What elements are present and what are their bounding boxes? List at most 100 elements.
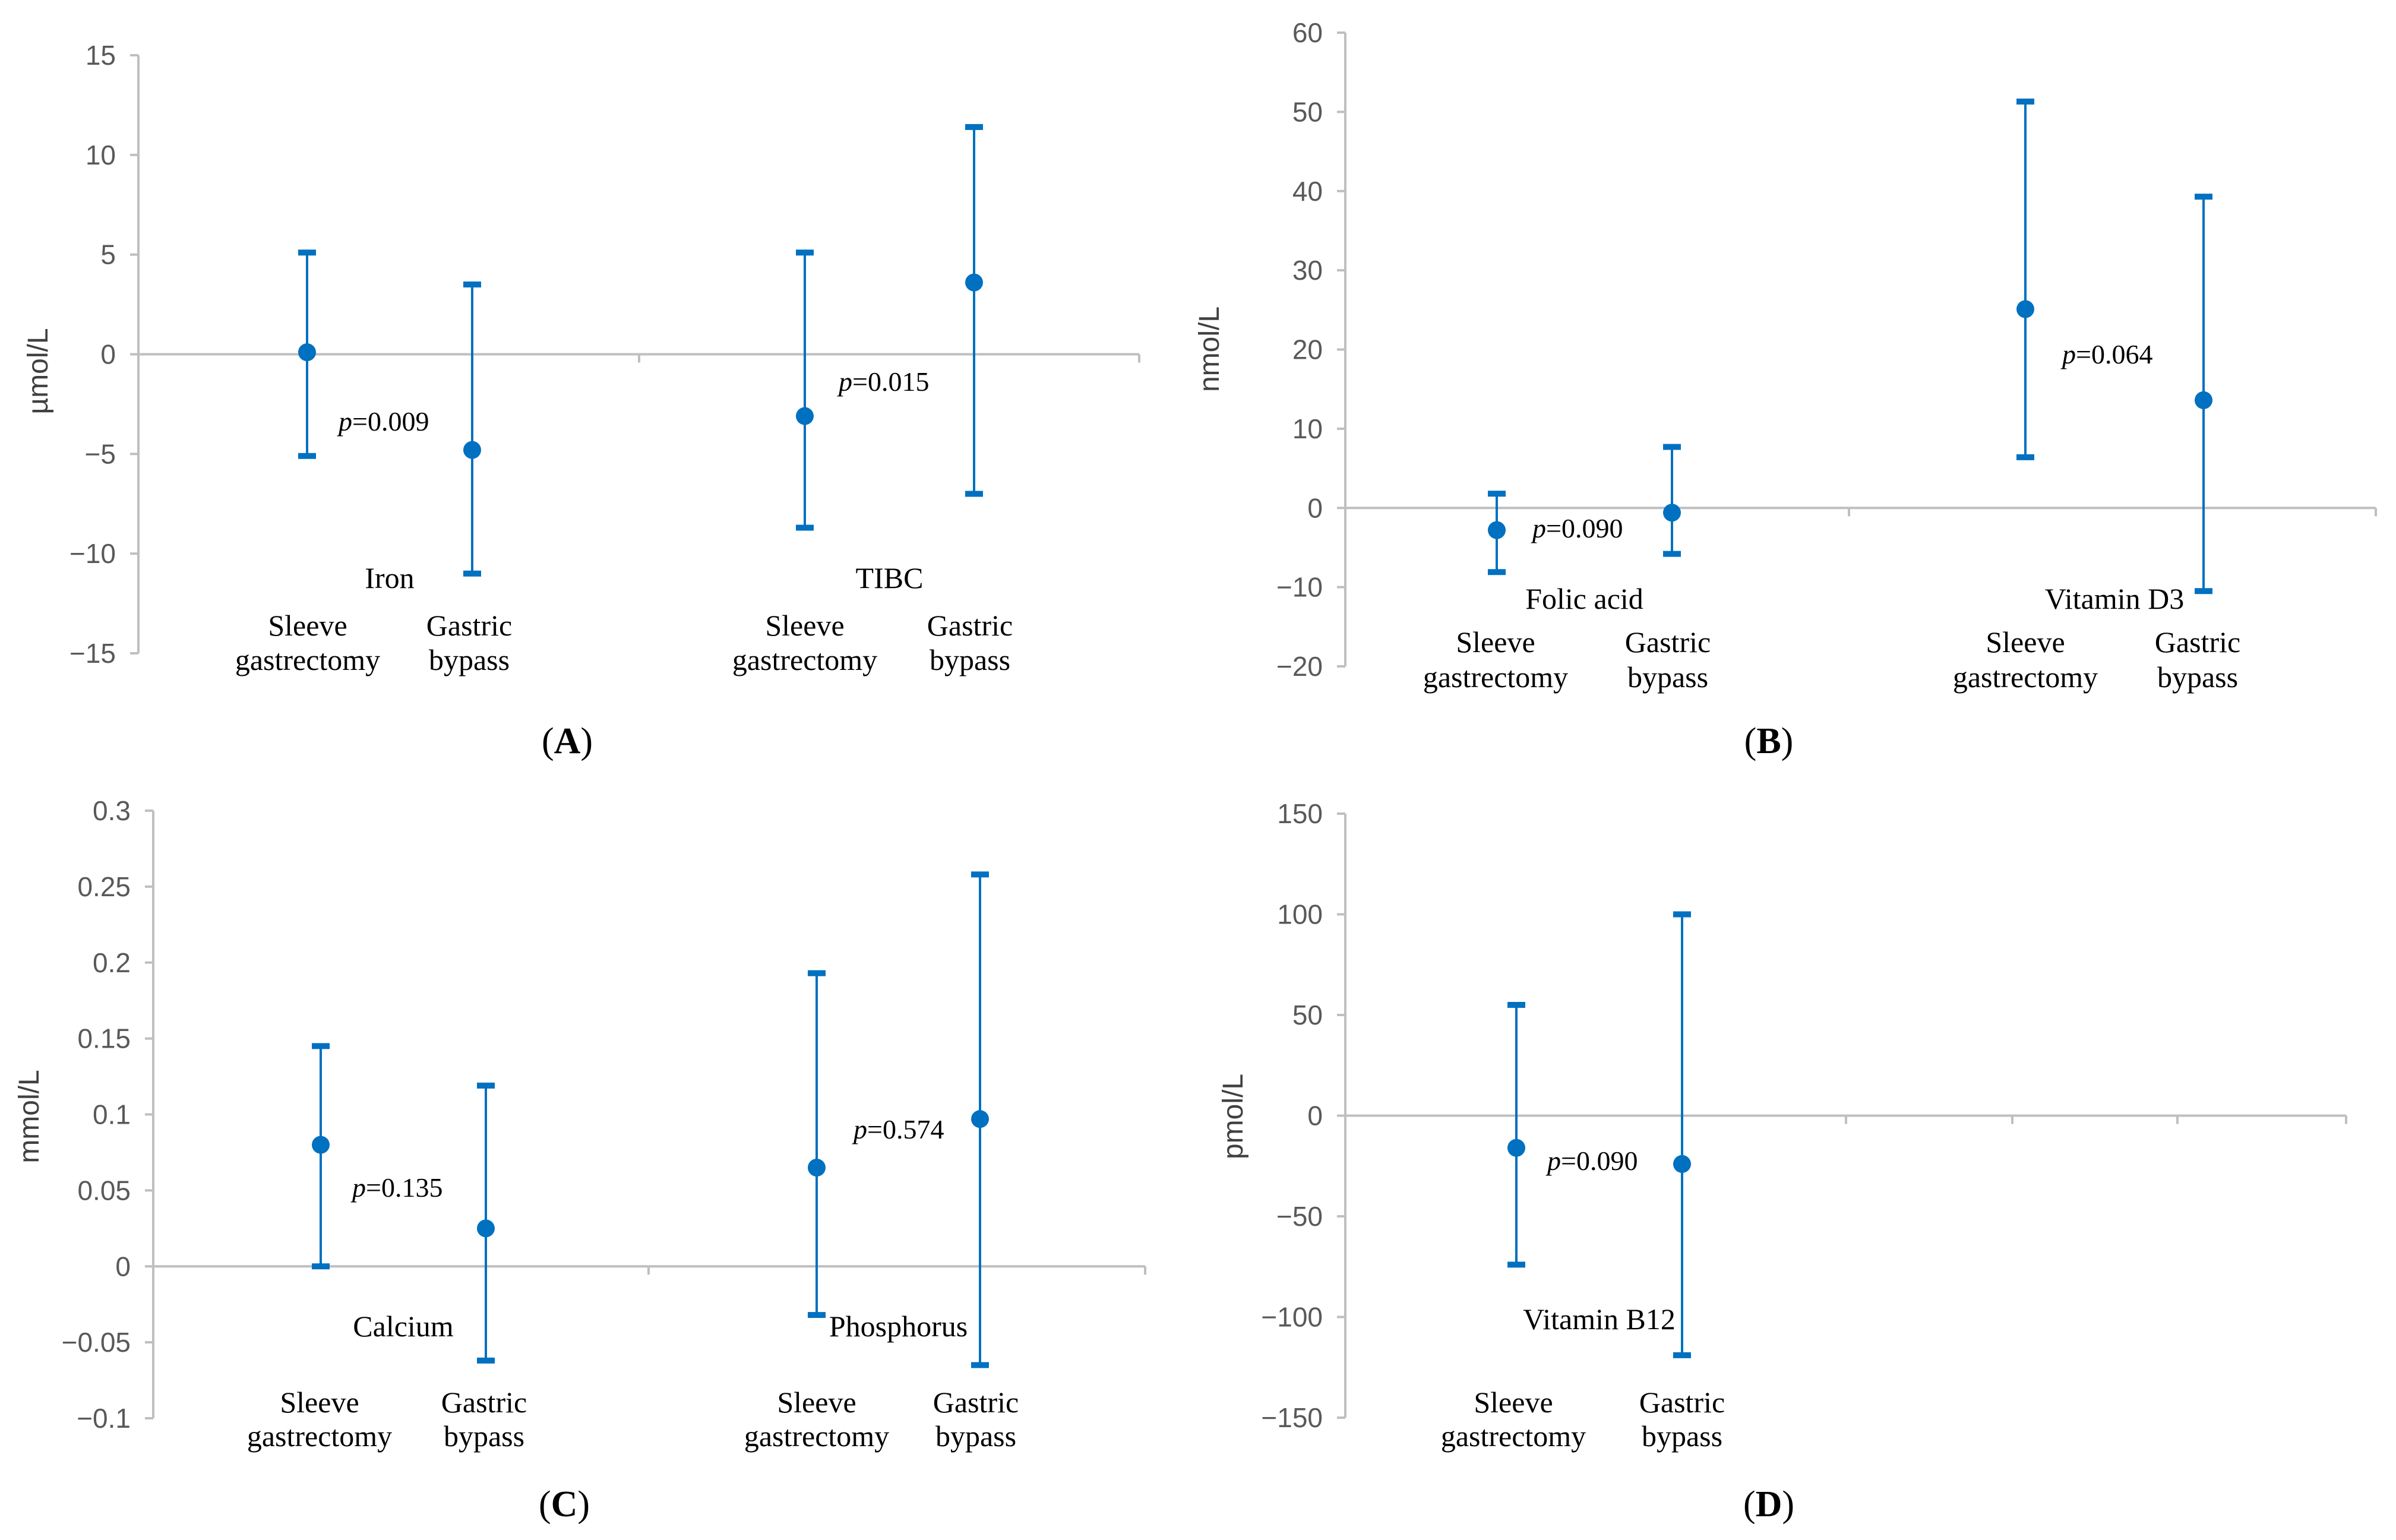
panel-label: (A) [542,721,593,761]
y-tick-label: −15 [69,638,116,669]
y-tick-label: −5 [85,438,116,469]
category-label: gastrectomy [1441,1419,1586,1453]
y-tick-label: 0 [115,1251,131,1282]
y-tick-label: 0.1 [93,1099,131,1130]
category-label: Gastric [927,609,1013,642]
group-name-label: Phosphorus [829,1310,968,1343]
y-tick-label: 20 [1292,334,1323,365]
category-label: gastrectomy [744,1419,889,1453]
p-value-label: p=0.015 [837,366,929,397]
p-value-label: p=0.090 [1531,513,1623,543]
y-tick-label: −100 [1261,1302,1323,1333]
y-axis-label: mmol/L [14,1070,45,1163]
mean-point [796,407,814,425]
mean-point [312,1136,330,1154]
category-label: Sleeve [765,609,844,642]
y-tick-label: 15 [86,40,116,71]
panel-label: (C) [539,1484,590,1525]
p-value-label: p=0.135 [350,1172,442,1203]
group-name-label: TIBC [856,561,924,595]
mean-point [965,273,983,292]
category-label: gastrectomy [247,1419,392,1453]
category-label: Sleeve [1986,625,2065,659]
panel-label: (D) [1743,1484,1794,1525]
y-tick-label: 150 [1277,798,1323,829]
mean-point [2016,300,2034,318]
category-label: Sleeve [777,1386,856,1419]
category-label: gastrectomy [732,643,877,676]
category-label: Gastric [441,1386,527,1419]
y-tick-label: −0.05 [62,1327,131,1358]
category-label: gastrectomy [1423,660,1568,694]
category-label: gastrectomy [235,643,380,676]
group-name-label: Folic acid [1525,582,1643,615]
mean-point [1663,504,1681,522]
group-name-label: Vitamin D3 [2045,582,2184,615]
p-value-label: p=0.090 [1545,1146,1638,1176]
y-tick-label: 100 [1277,899,1323,930]
category-label: bypass [1627,660,1708,694]
p-value-label: p=0.574 [852,1114,944,1144]
category-label: Sleeve [280,1386,359,1419]
p-value-label: p=0.064 [2060,339,2152,369]
category-label: Sleeve [1474,1386,1553,1419]
y-tick-label: −50 [1276,1201,1323,1232]
category-label: bypass [429,643,510,676]
y-tick-label: 10 [86,140,116,170]
category-label: Gastric [933,1386,1019,1419]
category-label: bypass [1642,1419,1722,1453]
category-label: Sleeve [268,609,347,642]
mean-point [971,1110,989,1128]
y-tick-label: −150 [1261,1402,1323,1433]
category-label: bypass [930,643,1010,676]
category-label: bypass [444,1419,524,1453]
mean-point [2195,391,2212,409]
y-tick-label: 5 [100,239,116,270]
mean-point [1488,521,1506,539]
panel-b: 60 50 40 30 20 10 0 −10 −20 nmol/L Folic acid p=0.0… [1194,17,2377,761]
y-tick-label: −0.1 [77,1403,131,1434]
y-tick-label: 0.25 [77,871,131,902]
mean-point [808,1159,826,1177]
category-label: Gastric [2155,625,2240,659]
category-label: Gastric [426,609,512,642]
y-tick-label: 10 [1292,413,1323,444]
y-tick-label: 50 [1292,96,1323,127]
category-label: Sleeve [1456,625,1535,659]
y-tick-label: 0 [1307,492,1323,523]
y-tick-label: 30 [1292,255,1323,286]
group-name-label: Iron [365,561,414,595]
y-tick-label: 50 [1292,1000,1323,1030]
panel-label: (B) [1744,721,1794,761]
category-label: Gastric [1639,1386,1725,1419]
group-name-label: Calcium [353,1310,454,1343]
y-tick-label: 0.2 [93,947,131,978]
y-tick-label: 40 [1292,176,1323,207]
mean-point [1673,1155,1691,1173]
panel-c: 0.3 0.25 0.2 0.15 0.1 0.05 0 −0.05 −0.1 mmol/L Cal… [14,795,1146,1525]
y-tick-label: 0 [1307,1101,1323,1131]
category-label: bypass [935,1419,1016,1453]
mean-point [477,1219,495,1238]
mean-point [1507,1139,1525,1157]
mean-point [298,343,316,362]
y-axis-label: pmol/L [1218,1074,1249,1159]
category-label: gastrectomy [1953,660,2098,694]
y-tick-label: 0.3 [93,795,131,826]
panel-d: 150 100 50 0 −50 −100 −150 pmol/L Vitamin B12 p=0… [1218,798,2347,1525]
y-axis-label: µmol/L [23,328,54,414]
y-tick-label: 60 [1292,17,1323,48]
category-label: bypass [2157,660,2238,694]
panel-a: 15 10 5 0 −5 −10 −15 µmol/L Iron p=0.009 TIBC p=0.0… [23,40,1140,761]
y-axis-label: nmol/L [1194,306,1225,392]
y-tick-label: −10 [1276,572,1323,603]
group-name-label: Vitamin B12 [1523,1302,1676,1336]
category-label: Gastric [1625,625,1711,659]
mean-point [463,441,481,459]
y-tick-label: −20 [1276,651,1323,682]
y-tick-label: 0 [100,339,116,370]
p-value-label: p=0.009 [337,406,429,437]
y-tick-label: −10 [69,538,116,569]
y-tick-label: 0.05 [77,1175,131,1206]
